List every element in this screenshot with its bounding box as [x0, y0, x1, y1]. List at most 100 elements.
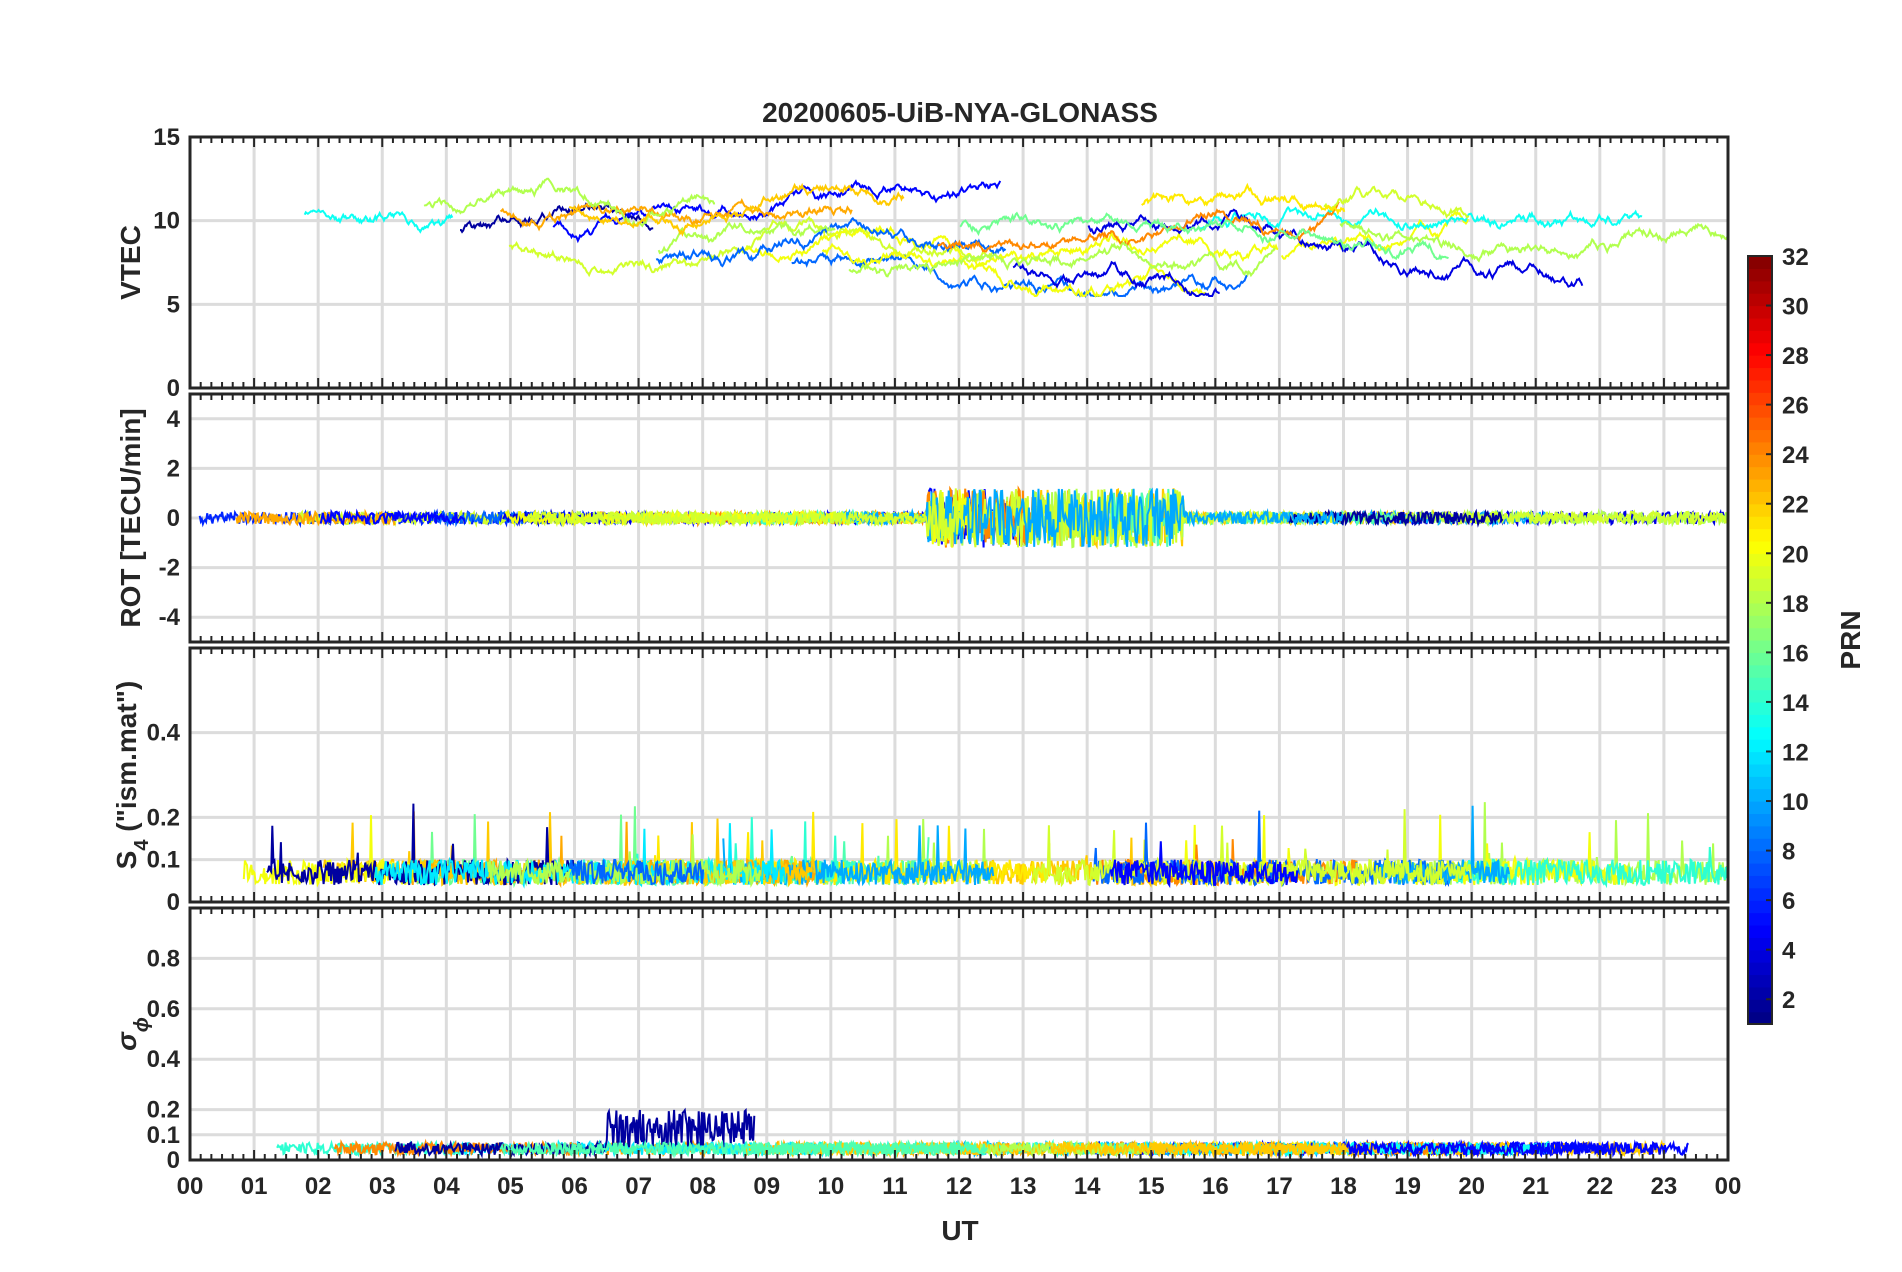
- x-tick-label: 19: [1394, 1173, 1421, 1200]
- colorbar-segment: [1748, 491, 1772, 505]
- series-line: [959, 211, 1449, 261]
- y-tick-label: 0.6: [147, 996, 180, 1023]
- series-traces: [242, 802, 1729, 889]
- y-tick-label: 0.1: [147, 847, 180, 874]
- colorbar-segment: [1748, 900, 1772, 914]
- colorbar-segment: [1748, 924, 1772, 938]
- colorbar-label: PRN: [1835, 610, 1866, 669]
- x-tick-label: 12: [946, 1173, 973, 1200]
- series-line: [1323, 185, 1470, 219]
- colorbar-segment: [1748, 454, 1772, 468]
- series-line: [319, 508, 466, 526]
- series-line: [739, 224, 1206, 298]
- colorbar-segment: [1748, 776, 1772, 790]
- x-tick-label: 22: [1586, 1173, 1613, 1200]
- y-tick-label: 10: [153, 208, 180, 235]
- colorbar-segment: [1748, 726, 1772, 740]
- colorbar-segment: [1748, 317, 1772, 331]
- colorbar-segment: [1748, 962, 1772, 976]
- colorbar-segment: [1748, 640, 1772, 653]
- series-traces: [276, 1107, 1690, 1159]
- y-tick-label: 0: [167, 505, 180, 532]
- series-line: [526, 488, 966, 547]
- x-tick-label: 00: [177, 1173, 204, 1200]
- series-traces: [303, 177, 1729, 299]
- colorbar-segment: [1748, 590, 1772, 604]
- y-tick-label: 0: [167, 889, 180, 916]
- colorbar-segment: [1748, 999, 1772, 1013]
- series-line: [569, 858, 705, 886]
- series-line: [1339, 220, 1729, 263]
- colorbar-segment: [1748, 478, 1772, 492]
- colorbar-segment: [1748, 949, 1772, 963]
- colorbar-segment: [1748, 540, 1772, 554]
- x-tick-label: 11: [882, 1173, 907, 1200]
- panel-vtec: 0 5 10 15 VTEC: [115, 124, 1730, 402]
- series-line: [499, 197, 853, 232]
- colorbar-tick-label: 8: [1782, 839, 1795, 866]
- x-tick-label: 18: [1330, 1173, 1357, 1200]
- y-tick-label: 2: [167, 455, 180, 482]
- x-tick-label: 02: [305, 1173, 332, 1200]
- x-tick-label: 13: [1010, 1173, 1037, 1200]
- colorbar-segment: [1748, 887, 1772, 901]
- chart-title: 20200605-UiB-NYA-GLONASS: [762, 97, 1158, 128]
- y-axis-label: σϕ: [111, 1017, 153, 1051]
- y-label-main: σ: [111, 1031, 142, 1051]
- colorbar-segment: [1748, 875, 1772, 889]
- x-tick-label: 04: [433, 1173, 460, 1200]
- y-label-sub: 4: [131, 839, 153, 851]
- colorbar-tick-label: 10: [1782, 789, 1809, 816]
- colorbar-segment: [1748, 801, 1772, 815]
- colorbar-segment: [1748, 763, 1772, 777]
- x-tick-label: 21: [1522, 1173, 1549, 1200]
- colorbar-segment: [1748, 441, 1772, 455]
- colorbar-segment: [1748, 404, 1772, 418]
- panel-s4: 0 0.1 0.2 0.4S4 ("ism.mat"): [111, 646, 1730, 916]
- series-line: [1199, 205, 1643, 232]
- colorbar-segment: [1748, 392, 1772, 406]
- series-line: [848, 241, 1276, 278]
- y-tick-label: 0.4: [147, 720, 181, 747]
- y-axis-label: ROT [TECU/min]: [115, 408, 146, 627]
- colorbar-tick-label: 28: [1782, 343, 1809, 370]
- series-line: [552, 179, 1002, 244]
- colorbar-segment: [1748, 788, 1772, 802]
- colorbar-frame: [1747, 255, 1773, 1025]
- colorbar-segment: [1748, 974, 1772, 988]
- y-axis-label: S4 ("ism.mat"): [111, 681, 153, 870]
- x-tick-label: 08: [689, 1173, 716, 1200]
- x-tick-label: 23: [1651, 1173, 1678, 1200]
- colorbar-segment: [1748, 714, 1772, 728]
- colorbar-tick-label: 32: [1782, 244, 1809, 271]
- y-tick-label: 15: [153, 124, 180, 151]
- colorbar-segment: [1748, 417, 1772, 431]
- x-tick-label: 06: [561, 1173, 588, 1200]
- colorbar-tick-label: 26: [1782, 393, 1809, 420]
- y-tick-label: 4: [167, 406, 181, 433]
- series-line: [508, 215, 994, 278]
- series-line: [1050, 1139, 1350, 1159]
- colorbar-segment: [1748, 528, 1772, 542]
- colorbar-segment: [1748, 825, 1772, 839]
- colorbar-segment: [1748, 503, 1772, 517]
- colorbar-segment: [1748, 330, 1772, 344]
- y-label-rest: ("ism.mat"): [111, 681, 142, 840]
- colorbar-segment: [1748, 701, 1772, 715]
- x-tick-label: 00: [1715, 1173, 1742, 1200]
- colorbar-segment: [1748, 367, 1772, 381]
- colorbar-tick-label: 14: [1782, 690, 1809, 717]
- y-tick-label: 0.2: [147, 804, 180, 831]
- y-tick-label: 0.2: [147, 1097, 180, 1124]
- colorbar-segment: [1748, 516, 1772, 530]
- colorbar-segment: [1748, 565, 1772, 579]
- y-tick-label: 0.8: [147, 945, 180, 972]
- series-line: [937, 201, 1340, 253]
- colorbar-segment: [1748, 293, 1772, 307]
- x-tick-label: 10: [817, 1173, 844, 1200]
- colorbar-tick-label: 22: [1782, 492, 1809, 519]
- colorbar-segment: [1748, 602, 1772, 616]
- colorbar-tick-label: 20: [1782, 541, 1809, 568]
